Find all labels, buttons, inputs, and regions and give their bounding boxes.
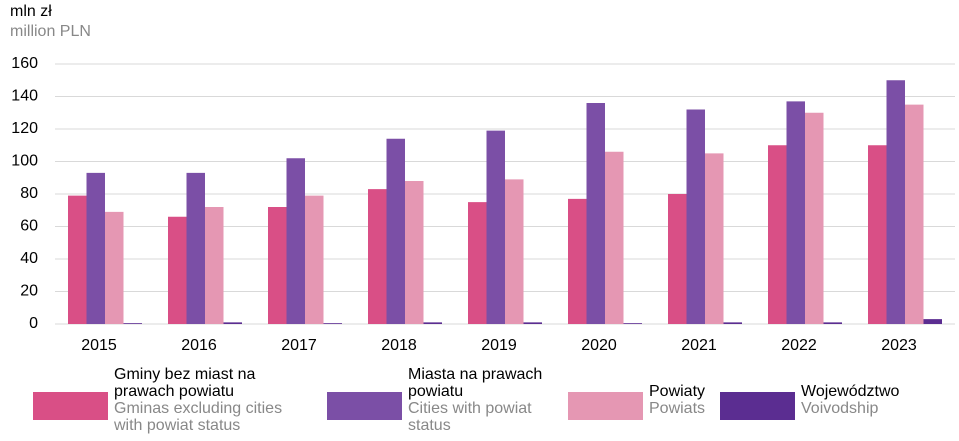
x-tick-label: 2022: [781, 337, 817, 354]
y-tick-label: 80: [20, 185, 38, 202]
y-tick-label: 120: [11, 120, 38, 137]
bar: [405, 181, 424, 324]
legend-item: Miasta na prawach powiatu Cities with pow…: [327, 366, 568, 434]
legend-item: Gminy bez miast na prawach powiatu Gminas…: [33, 366, 284, 434]
y-tick-label: 160: [11, 55, 38, 72]
legend-label: Powiaty: [649, 383, 706, 400]
bar: [723, 322, 742, 324]
bar: [686, 109, 705, 324]
legend-item: Powiaty Powiats: [568, 366, 729, 420]
x-tick-label: 2023: [881, 337, 917, 354]
legend-label-en: Powiats: [649, 400, 706, 417]
bar: [505, 179, 524, 324]
bar: [305, 195, 324, 324]
legend-swatch: [720, 392, 795, 420]
legend-label-en: Gminas excluding cities with powiat stat…: [114, 400, 283, 434]
legend-swatch: [327, 392, 402, 420]
x-tick-label: 2020: [581, 337, 617, 354]
bar: [223, 322, 242, 324]
legend-item: Województwo Voivodship: [720, 366, 941, 420]
bar: [368, 189, 387, 324]
y-tick-label: 60: [20, 218, 38, 235]
bar: [568, 198, 587, 324]
bar: [886, 80, 905, 324]
legend-swatch: [568, 392, 643, 420]
x-tick-label: 2015: [81, 337, 117, 354]
bar: [768, 145, 787, 324]
legend-label: Miasta na prawach powiatu: [408, 366, 543, 400]
bar: [186, 172, 205, 324]
legend-text: Gminy bez miast na prawach powiatu Gminas…: [114, 366, 284, 434]
bar: [823, 322, 842, 324]
bar: [286, 158, 305, 324]
legend-label-en: Cities with powiat status: [408, 400, 532, 434]
bar: [68, 195, 87, 324]
bar: [205, 207, 224, 324]
legend-text: Miasta na prawach powiatu Cities with pow…: [408, 366, 568, 434]
legend-text: Powiaty Powiats: [649, 383, 729, 417]
bar: [805, 112, 824, 324]
x-tick-label: 2017: [281, 337, 317, 354]
bar: [123, 323, 142, 324]
x-tick-label: 2018: [381, 337, 417, 354]
unit-label-en: million PLN: [10, 23, 91, 40]
unit-label: mln zł: [10, 3, 52, 20]
bar: [868, 145, 887, 324]
y-tick-label: 100: [11, 153, 38, 170]
x-tick-label: 2021: [681, 337, 717, 354]
bar: [605, 151, 624, 324]
bar: [786, 101, 805, 324]
y-tick-label: 20: [20, 283, 38, 300]
bar: [905, 104, 924, 324]
legend-label: Województwo: [801, 383, 900, 400]
chart: mln zł million PLN 0 20 40 60 80 100 120 140 160…: [10, 3, 955, 354]
x-tick-label: 2019: [481, 337, 517, 354]
bar: [523, 322, 542, 324]
y-tick-label: 0: [29, 315, 38, 332]
bar: [86, 172, 105, 324]
bar: [668, 194, 687, 324]
y-tick-label: 140: [11, 88, 38, 105]
y-tick-label: 40: [20, 250, 38, 267]
bar: [323, 323, 342, 324]
legend-label: Gminy bez miast na prawach powiatu: [114, 366, 256, 400]
bar: [468, 202, 487, 324]
bar: [623, 323, 642, 324]
x-tick-label: 2016: [181, 337, 217, 354]
bar: [105, 211, 124, 324]
bar: [423, 322, 442, 324]
bar: [486, 130, 505, 324]
bar: [586, 103, 605, 324]
bar: [268, 207, 287, 324]
bar: [386, 138, 405, 324]
legend-swatch: [33, 392, 108, 420]
legend-text: Województwo Voivodship: [801, 383, 941, 417]
bar: [705, 153, 724, 324]
bar: [168, 216, 187, 324]
bar: [923, 319, 942, 324]
legend-label-en: Voivodship: [801, 400, 879, 417]
